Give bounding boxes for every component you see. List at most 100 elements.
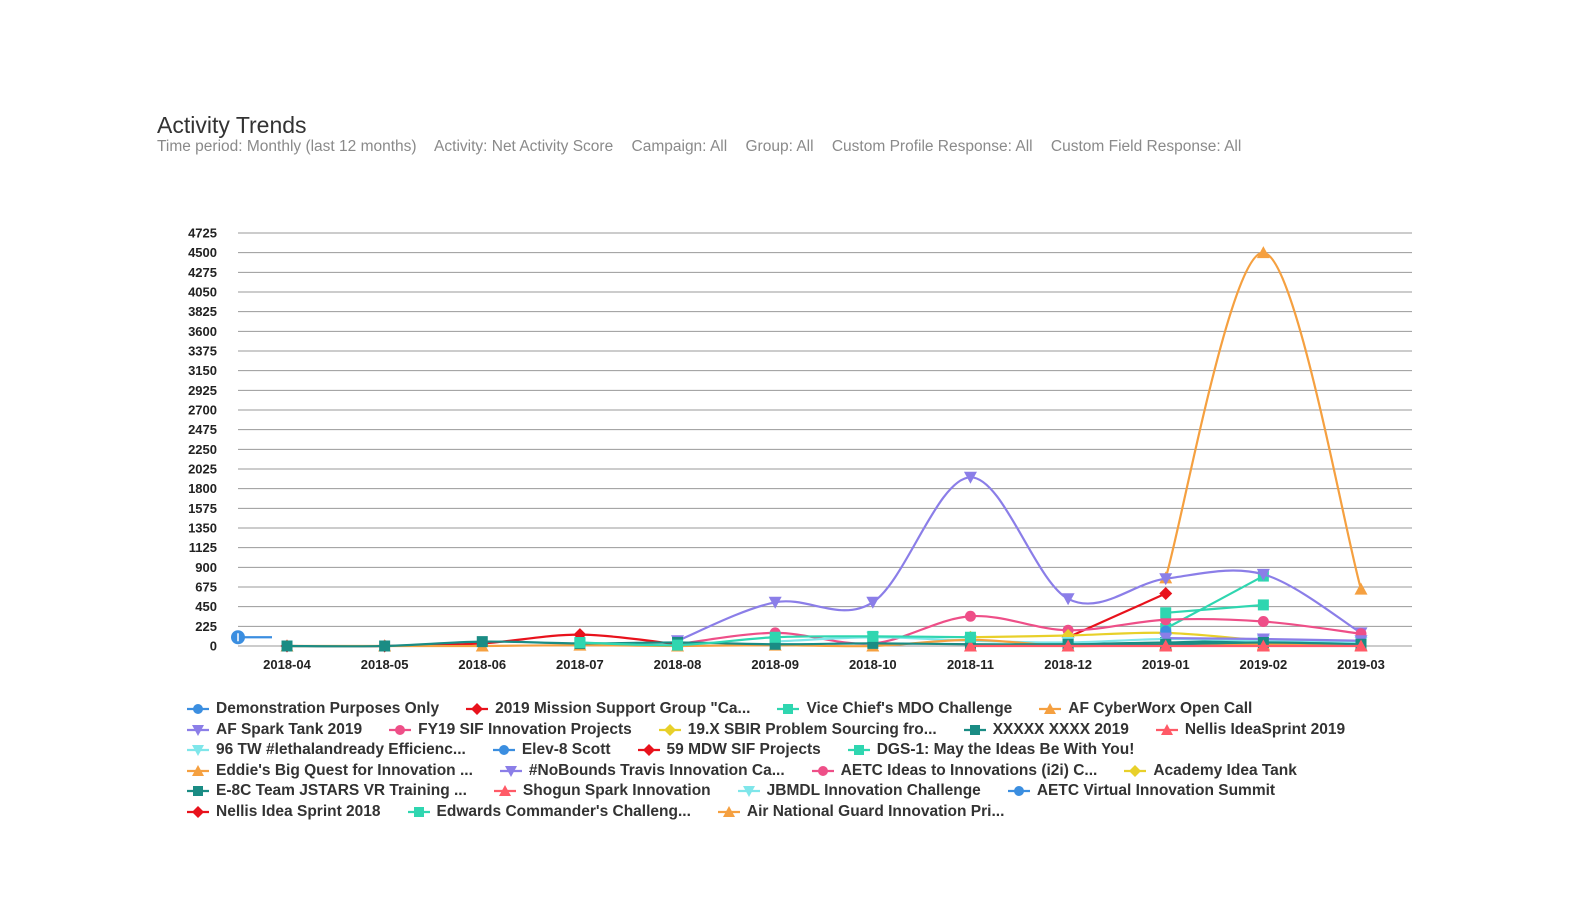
legend-item[interactable]: 59 MDW SIF Projects [637,741,821,759]
series-line [970,631,1264,642]
legend-marker-icon [777,704,800,714]
data-point [1159,632,1173,645]
legend-label: Nellis IdeaSprint 2019 [1184,720,1346,738]
legend-item[interactable]: Shogun Spark Innovation [493,782,711,800]
data-point [769,638,781,650]
y-tick-label: 2925 [188,383,217,398]
data-point [1160,607,1172,619]
filter-custom-profile-response[interactable]: Custom Profile Response: All [831,138,1033,155]
series-line [677,476,1362,642]
series-line [286,640,1362,648]
data-point [964,631,976,643]
data-point [281,640,293,652]
y-tick-label: 675 [195,580,217,595]
legend-item[interactable]: Vice Chief's MDO Challenge [776,700,1012,718]
data-point [742,786,755,798]
data-point [1061,639,1075,652]
data-point [768,596,782,609]
legend-marker-icon [658,723,681,736]
data-point [663,723,676,736]
legend-marker-icon [493,785,516,797]
legend-marker-icon [1124,764,1147,777]
legend-row: E-8C Team JSTARS VR Training ... Shogun S… [186,782,1446,803]
filter-custom-field-response[interactable]: Custom Field Response: All [1050,138,1242,155]
legend-item[interactable]: Demonstration Purposes Only [186,700,439,718]
legend-marker-icon [187,786,209,797]
x-tick-label: 2019-01 [1142,657,1190,672]
x-tick-label: 2018-11 [947,657,994,672]
series-line [1164,251,1363,590]
data-point [963,471,977,484]
legend-label: DGS-1: May the Ideas Be With You! [876,741,1135,759]
filter-group[interactable]: Group: All [745,138,814,155]
legend-item[interactable]: Eddie's Big Quest for Innovation ... [186,762,473,780]
legend-label: FY19 SIF Innovation Projects [418,720,632,738]
x-tick-label: 2018-08 [654,657,702,672]
y-tick-label: 4725 [188,226,217,241]
legend-item[interactable]: Nellis Idea Sprint 2018 [186,803,381,821]
legend-item[interactable]: XXXXX XXXX 2019 [963,721,1129,739]
legend-item[interactable]: E-8C Team JSTARS VR Training ... [186,782,467,800]
y-tick-label: 1800 [188,481,217,496]
legend-marker-icon [492,745,515,756]
legend-item[interactable]: AF Spark Tank 2019 [186,721,362,739]
data-point [192,724,204,736]
x-tick-label: 2018-05 [361,657,409,672]
legend-marker-icon [717,805,740,817]
legend-item[interactable]: FY19 SIF Innovation Projects [388,721,632,739]
legend-item[interactable]: Nellis IdeaSprint 2019 [1155,721,1345,739]
legend-item[interactable]: 96 TW #lethalandready Efficienc... [186,741,466,759]
legend-item[interactable]: 2019 Mission Support Group "Ca... [465,700,750,718]
legend-row: Demonstration Purposes Only 2019 Mission … [186,700,1446,721]
data-point [1257,616,1269,628]
legend-label: 19.X SBIR Problem Sourcing fro... [687,720,937,738]
series-line [677,615,1362,646]
legend-item[interactable]: JBMDL Innovation Challenge [737,782,981,800]
data-point [498,745,509,756]
legend-item[interactable]: #NoBounds Travis Innovation Ca... [499,762,785,780]
data-point [193,704,203,714]
y-tick-label: 3600 [188,324,217,339]
x-tick-label: 2018-09 [751,657,799,672]
filter-time-period[interactable]: Time period: Monthly (last 12 months) [157,138,417,155]
filter-activity[interactable]: Activity: Net Activity Score [434,138,614,155]
y-tick-label: 4050 [188,285,217,300]
legend-row: Eddie's Big Quest for Innovation ... #NoB… [186,762,1446,783]
legend-item[interactable]: Edwards Commander's Challeng... [407,803,691,821]
data-point [769,631,781,643]
legend-label: Demonstration Purposes Only [216,700,440,717]
legend-label: E-8C Team JSTARS VR Training ... [216,782,467,800]
legend-label: Air National Guard Innovation Pri... [746,802,1005,820]
legend-label: 59 MDW SIF Projects [666,741,821,759]
legend-label: 2019 Mission Support Group "Ca... [495,700,751,717]
legend-item[interactable]: Academy Idea Tank [1123,762,1297,780]
legend-item[interactable]: Air National Guard Innovation Pri... [717,802,1005,821]
y-tick-label: 3825 [188,304,217,319]
data-point [192,805,204,818]
legend-marker-icon [407,806,430,817]
data-point [722,805,735,817]
legend-marker-icon [1007,786,1030,797]
data-point [867,637,879,649]
series-12 [1160,599,1269,619]
legend-label: AETC Virtual Innovation Summit [1036,782,1276,800]
x-tick-label: 2018-10 [849,657,897,672]
legend-label: JBMDL Innovation Challenge [766,782,981,800]
legend-item[interactable]: AF CyberWorx Open Call [1038,700,1252,718]
legend-item[interactable]: 19.X SBIR Problem Sourcing fro... [658,721,937,739]
data-point [1354,582,1368,595]
x-tick-label: 2018-07 [556,657,604,672]
legend-item[interactable]: AETC Virtual Innovation Summit [1007,782,1275,800]
chart-title: Activity Trends [157,112,307,139]
legend-item[interactable]: AETC Ideas to Innovations (i2i) C... [811,761,1098,780]
legend-marker-icon [187,724,209,736]
legend-item[interactable]: DGS-1: May the Ideas Be With You! [847,741,1135,759]
legend-label: AETC Ideas to Innovations (i2i) C... [840,761,1098,779]
filter-summary: Time period: Monthly (last 12 months) Ac… [157,138,1255,156]
series-line [1165,575,1264,630]
legend-item[interactable]: Elev-8 Scott [492,741,611,759]
filter-campaign[interactable]: Campaign: All [631,138,728,155]
x-tick-label: 2018-04 [263,657,311,672]
legend-marker-icon [389,724,412,735]
data-point [1257,599,1269,611]
